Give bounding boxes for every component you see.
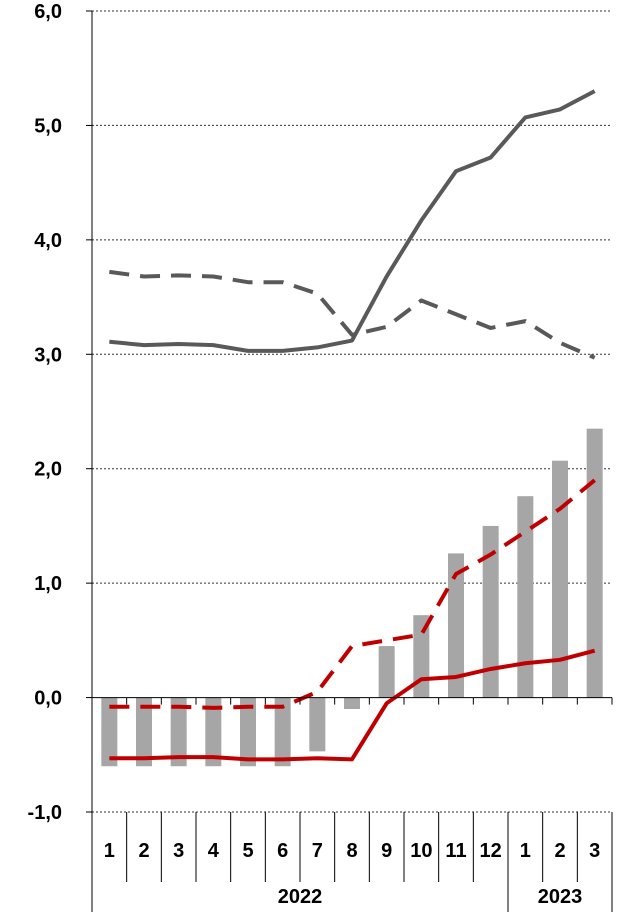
solid-series-line [109, 648, 596, 762]
bar [274, 697, 291, 767]
y-tick-label: 0,0 [34, 688, 62, 710]
bar [344, 697, 360, 710]
x-tick-label: 1 [520, 840, 531, 862]
bar [240, 697, 256, 767]
x-tick-label: 10 [410, 840, 432, 862]
y-tick-label: 6,0 [34, 1, 62, 23]
bar-series [101, 428, 603, 767]
bar [482, 525, 499, 698]
bar [136, 697, 152, 767]
x-tick-label: 3 [173, 840, 184, 862]
line-series [109, 89, 596, 762]
x-tick-label: 6 [277, 840, 288, 862]
bar [517, 496, 534, 698]
x-tick-label: 2 [554, 840, 565, 862]
x-tick-label: 3 [589, 840, 600, 862]
x-tick-label: 8 [346, 840, 357, 862]
gridlines [92, 10, 612, 813]
y-tick-label: 2,0 [34, 459, 62, 481]
axes [86, 10, 613, 912]
y-tick-label: 5,0 [34, 115, 62, 137]
bar [170, 697, 187, 767]
bar [448, 553, 464, 698]
bar [552, 460, 568, 698]
dashed-series-line [109, 269, 596, 360]
dashed-series-line [109, 478, 596, 710]
bar [205, 697, 222, 767]
bar [413, 615, 430, 698]
group-label: 2022 [278, 886, 323, 908]
axis-labels: -1,00,01,02,03,04,05,06,01 2 3 4 5 6 7 8 9 10 11 12… [28, 1, 601, 908]
y-tick-label: 4,0 [34, 230, 62, 252]
bar [586, 428, 603, 698]
x-tick-label: 1 [104, 840, 115, 862]
solid-series-line [109, 89, 596, 353]
bar [378, 646, 395, 698]
y-tick-label: -1,0 [28, 802, 62, 824]
bar [309, 697, 326, 752]
group-label: 2023 [538, 886, 583, 908]
x-tick-label: 2 [138, 840, 149, 862]
x-tick-label: 11 [445, 840, 466, 862]
x-tick-label: 12 [480, 840, 502, 862]
y-tick-label: 1,0 [34, 573, 62, 595]
bar [101, 697, 118, 767]
x-tick-label: 7 [312, 840, 323, 862]
x-tick-label: 9 [381, 840, 392, 862]
x-tick-label: 4 [208, 840, 220, 862]
y-tick-label: 3,0 [34, 344, 62, 366]
x-tick-label: 5 [242, 840, 253, 862]
